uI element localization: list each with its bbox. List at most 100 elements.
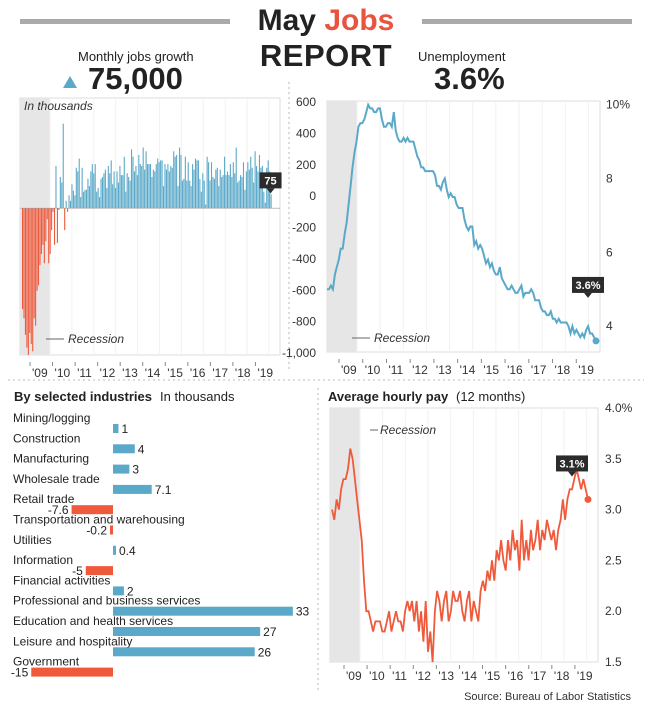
jobs-bar — [202, 173, 204, 209]
jobs-bar — [180, 154, 182, 209]
jobs-bar — [120, 175, 122, 209]
jobs-bar — [148, 164, 150, 209]
industry-bar — [113, 647, 255, 657]
industry-value-label: 1 — [121, 422, 128, 436]
unemp-right-tick: 4 — [606, 319, 613, 333]
jobs-label: Monthly jobs growth — [78, 49, 194, 64]
jobs-bar — [235, 147, 237, 209]
jobs-bar — [87, 178, 89, 209]
jobs-recession-label: Recession — [68, 332, 124, 346]
jobs-x-tick-label: '14 — [145, 366, 161, 380]
industry-value-label: -7.6 — [48, 503, 69, 517]
jobs-bar — [33, 208, 35, 319]
pay-x-tick-label: '11 — [392, 669, 407, 683]
unemp-left-tick: 200 — [296, 158, 316, 172]
unemp-left-tick: -200 — [292, 221, 316, 235]
jobs-bar — [209, 180, 211, 209]
jobs-bar — [49, 208, 51, 255]
jobs-bar — [113, 171, 115, 209]
jobs-bar — [200, 191, 202, 209]
jobs-bar — [117, 182, 120, 209]
industry-category-label: Information — [13, 553, 73, 567]
pay-callout-text: 3.1% — [559, 458, 584, 470]
jobs-bar — [149, 164, 151, 209]
unemp-recession-shade — [327, 101, 357, 352]
jobs-bar — [187, 162, 189, 209]
pay-subtitle: (12 months) — [456, 389, 525, 404]
industries-chart: By selected industries In thousands Mining… — [11, 389, 310, 680]
jobs-bar — [222, 175, 224, 209]
jobs-bar — [258, 154, 261, 209]
jobs-bar — [181, 180, 183, 209]
jobs-bar — [112, 184, 114, 209]
industry-value-label: -5 — [72, 564, 83, 578]
jobs-bar — [206, 156, 208, 209]
jobs-bar — [264, 202, 266, 209]
pay-x-tick-label: '13 — [438, 669, 454, 683]
jobs-bar — [128, 176, 130, 209]
jobs-bar — [263, 191, 265, 209]
jobs-bar — [253, 182, 255, 209]
unemp-left-tick: -400 — [292, 252, 316, 266]
jobs-bar — [151, 176, 153, 209]
unemployment-chart: 600 400 200 0 -200 -400 -600 -800 -1,000 10% 8 6 4 3.… — [282, 95, 630, 377]
jobs-bar — [81, 167, 83, 209]
jobs-bar — [24, 208, 26, 335]
industry-category-label: Financial activities — [13, 573, 110, 587]
jobs-bar — [136, 175, 138, 209]
unemp-right-tick: 10% — [606, 98, 630, 112]
jobs-bar — [52, 208, 54, 212]
jobs-bar — [145, 151, 147, 209]
industry-value-label: 26 — [258, 645, 272, 659]
industry-bar — [113, 444, 135, 454]
industry-bar — [113, 545, 116, 555]
jobs-bar — [32, 208, 34, 352]
jobs-bar — [241, 176, 243, 209]
jobs-bar — [190, 186, 192, 209]
unemp-x-tick-label: '13 — [436, 363, 452, 377]
jobs-bar — [110, 160, 112, 209]
jobs-bar — [129, 180, 131, 209]
jobs-bar — [67, 208, 69, 212]
jobs-bar — [93, 173, 95, 209]
jobs-bar — [23, 208, 25, 319]
jobs-bar — [88, 186, 90, 209]
jobs-bar — [53, 208, 56, 245]
jobs-bar — [77, 171, 79, 209]
jobs-bar — [165, 169, 167, 209]
jobs-bar — [133, 171, 136, 209]
jobs-bar — [99, 197, 101, 209]
jobs-bar — [22, 208, 24, 310]
jobs-bar — [238, 180, 240, 209]
jobs-x-tick-label: '13 — [122, 366, 138, 380]
jobs-bar — [125, 191, 127, 209]
unemp-right-tick: 8 — [606, 172, 613, 186]
jobs-bar — [83, 191, 85, 209]
jobs-bar — [84, 189, 86, 209]
unemp-callout-box — [572, 276, 604, 293]
unemp-left-tick: -800 — [292, 315, 316, 329]
industry-category-label: Transportation and warehousing — [13, 513, 185, 527]
jobs-bar — [250, 156, 252, 209]
pay-right-tick: 4.0% — [605, 401, 633, 415]
jobs-x-tick-label: '16 — [190, 366, 206, 380]
jobs-bar — [256, 165, 258, 209]
jobs-bar — [218, 186, 220, 209]
unemp-x-tick-label: '14 — [460, 363, 476, 377]
jobs-bar — [170, 165, 172, 209]
jobs-bar — [101, 176, 104, 209]
jobs-bar — [96, 191, 98, 209]
pay-x-tick-label: '14 — [461, 669, 477, 683]
jobs-bar — [216, 167, 218, 209]
industry-category-label: Construction — [13, 431, 80, 445]
jobs-bar — [46, 208, 48, 220]
pay-title: Average hourly pay — [328, 389, 449, 404]
industry-value-label: 7.1 — [155, 483, 172, 497]
jobs-bar — [141, 165, 143, 209]
unemp-x-tick-label: '10 — [365, 363, 381, 377]
jobs-bar — [251, 167, 253, 209]
pay-callout-box — [556, 455, 588, 472]
jobs-bar — [122, 175, 124, 209]
jobs-bar — [91, 164, 93, 209]
industry-category-label: Manufacturing — [13, 452, 89, 466]
